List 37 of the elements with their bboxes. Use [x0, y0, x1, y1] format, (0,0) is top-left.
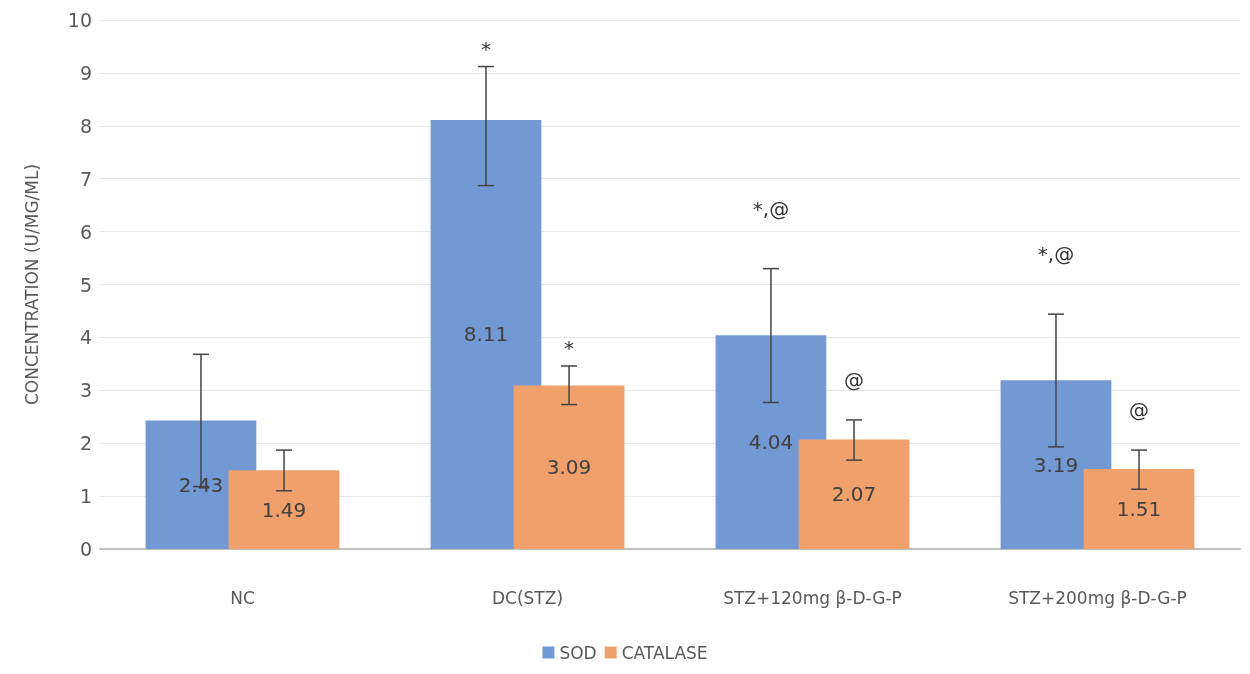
annotation: @ — [1129, 398, 1150, 423]
x-tick-label: DC(STZ) — [491, 587, 564, 608]
data-label: 3.19 — [1033, 452, 1079, 477]
data-label: 8.11 — [463, 322, 509, 347]
y-tick-label: 2 — [79, 432, 92, 455]
legend-label: CATALASE — [621, 642, 708, 663]
data-label: 2.43 — [178, 472, 224, 497]
bar — [430, 119, 542, 549]
y-tick-label: 5 — [79, 273, 92, 296]
data-label: 1.49 — [261, 497, 307, 522]
y-tick-label: 8 — [79, 114, 92, 137]
annotation: * — [480, 36, 491, 61]
x-tick-label: STZ+120mg β-D-G-P — [723, 587, 902, 608]
annotation: *,@ — [1037, 242, 1075, 267]
data-label: 4.04 — [748, 430, 794, 455]
y-axis-title: CONCENTRATION (U/MG/ML) — [21, 163, 42, 406]
annotation: *,@ — [752, 196, 790, 221]
bar — [513, 385, 625, 549]
y-tick-label: 4 — [79, 326, 92, 349]
y-tick-label: 6 — [79, 220, 92, 243]
annotation: @ — [844, 367, 865, 392]
data-label: 3.09 — [546, 455, 592, 480]
y-tick-label: 10 — [67, 9, 92, 31]
data-label: 2.07 — [831, 482, 877, 507]
x-tick-label: NC — [230, 587, 255, 608]
y-tick-label: 0 — [79, 538, 92, 560]
bar — [798, 439, 910, 549]
data-label: 1.51 — [1116, 497, 1162, 522]
x-tick-label: STZ+200mg β-D-G-P — [1008, 587, 1187, 608]
bar — [228, 470, 340, 549]
y-tick-label: 3 — [79, 379, 92, 402]
legend-label: SOD — [559, 642, 597, 663]
y-tick-label: 7 — [79, 167, 92, 190]
y-tick-label: 1 — [79, 485, 92, 508]
annotation: * — [564, 335, 575, 360]
y-tick-label: 9 — [79, 61, 92, 84]
bar — [1083, 469, 1195, 549]
